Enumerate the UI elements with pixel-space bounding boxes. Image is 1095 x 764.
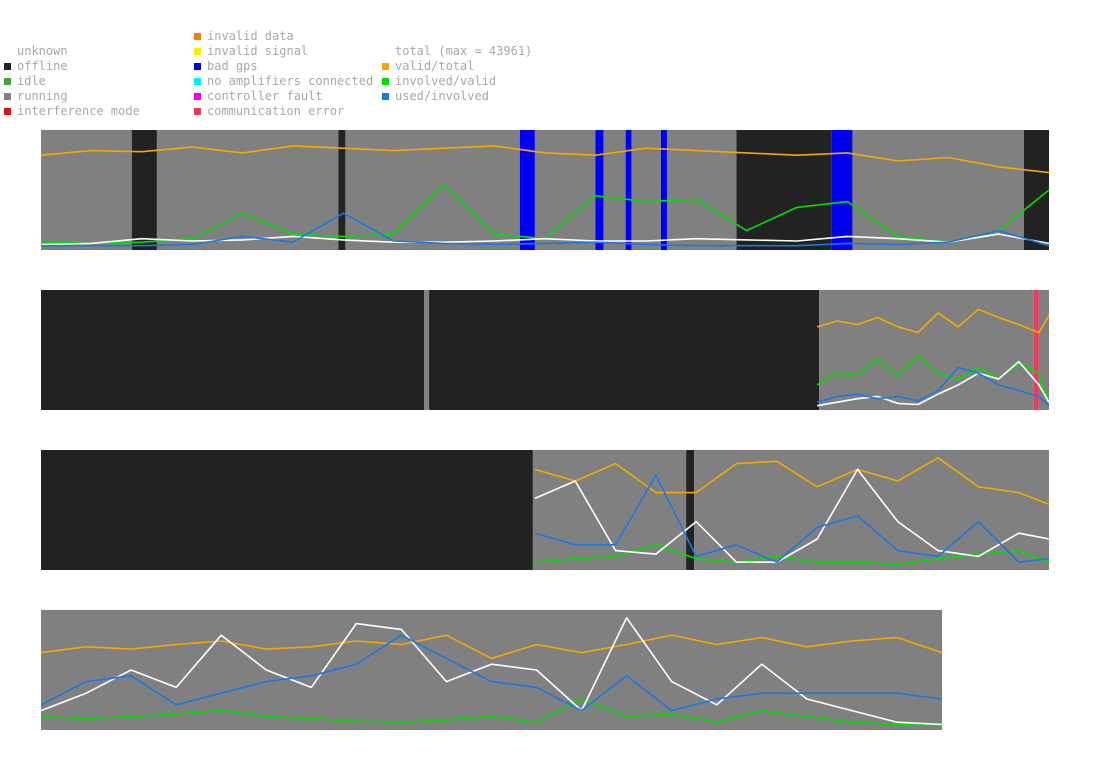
- status-segment-running: [666, 130, 737, 250]
- status-segment-running: [534, 130, 596, 250]
- legend-label: communication error: [207, 104, 345, 118]
- legend-label: total (max = 43961): [395, 44, 533, 58]
- legend-swatch: [4, 48, 11, 55]
- legend-label: bad gps: [207, 59, 258, 73]
- legend-swatch: [4, 78, 11, 85]
- legend-swatch: [194, 93, 201, 100]
- legend-swatch: [4, 108, 11, 115]
- legend-swatch: [194, 63, 201, 70]
- series-line-valid-total: [816, 308, 1049, 334]
- series-line-used-involved: [816, 366, 1049, 407]
- series-line-used-involved: [41, 212, 1049, 247]
- status-segment-running: [1038, 290, 1049, 410]
- status-segment-offline: [41, 450, 533, 570]
- status-segment-bad-gps: [831, 130, 853, 250]
- legend-swatch: [194, 33, 201, 40]
- legend-label: used/involved: [395, 89, 489, 103]
- status-segment-bad-gps: [519, 130, 535, 250]
- status-segment-offline: [429, 290, 820, 410]
- status-segment-running: [819, 290, 1034, 410]
- status-segment-running: [852, 130, 1024, 250]
- legend-label: idle: [17, 74, 46, 88]
- status-segment-offline: [41, 290, 425, 410]
- status-segment-offline: [131, 130, 157, 250]
- legend-label: involved/valid: [395, 74, 497, 88]
- legend-swatch: [194, 108, 201, 115]
- legend-label: offline: [17, 59, 68, 73]
- strip-4-chart: [41, 610, 942, 730]
- status-segment-running: [603, 130, 626, 250]
- strip-2: [41, 290, 1049, 410]
- legend-swatch: [4, 63, 11, 70]
- legend-swatch: [382, 63, 389, 70]
- status-segment-running: [424, 290, 430, 410]
- status-segment-bad-gps: [595, 130, 604, 250]
- series-line-valid-total: [41, 634, 942, 660]
- legend-swatch: [4, 93, 11, 100]
- legend-label: valid/total: [395, 59, 475, 73]
- series-line-valid-total: [534, 457, 1049, 505]
- status-segment-offline: [686, 450, 695, 570]
- series-line-used-involved: [41, 634, 942, 712]
- series-line-total: [534, 468, 1049, 563]
- series-line-total: [41, 617, 942, 726]
- status-segment-running: [156, 130, 339, 250]
- series-line-used-involved: [534, 474, 1049, 563]
- series-line-total: [817, 360, 1049, 407]
- status-segment-offline: [1023, 130, 1049, 250]
- status-segment-bad-gps: [660, 130, 667, 250]
- legend-label: invalid data: [207, 29, 294, 43]
- legend-label: unknown: [17, 44, 68, 58]
- legend-swatch: [194, 48, 201, 55]
- status-segment-running: [41, 610, 942, 730]
- legend-label: no amplifiers connected: [207, 74, 374, 88]
- status-segment-running: [41, 130, 132, 250]
- strip-1-chart: [41, 130, 1049, 250]
- legend-swatch: [382, 93, 389, 100]
- status-segment-bad-gps: [625, 130, 632, 250]
- strip-1: [41, 130, 1049, 250]
- legend-label: interference mode: [17, 104, 140, 118]
- series-line-involved-valid: [816, 355, 1049, 403]
- legend-label: controller fault: [207, 89, 323, 103]
- legend-swatch: [382, 78, 389, 85]
- series-line-involved-valid: [41, 698, 942, 727]
- strip-3: [41, 450, 1049, 570]
- strip-3-chart: [41, 450, 1049, 570]
- status-segment-communication-error: [1033, 290, 1039, 410]
- status-segment-offline: [736, 130, 832, 250]
- series-line-total: [41, 233, 1049, 246]
- status-segment-offline: [338, 130, 346, 250]
- strip-2-chart: [41, 290, 1049, 410]
- strip-4: [41, 610, 942, 730]
- legend-label: running: [17, 89, 68, 103]
- status-segment-running: [532, 450, 687, 570]
- legend-swatch: [194, 78, 201, 85]
- series-line-valid-total: [41, 145, 1049, 174]
- legend-label: invalid signal: [207, 44, 309, 58]
